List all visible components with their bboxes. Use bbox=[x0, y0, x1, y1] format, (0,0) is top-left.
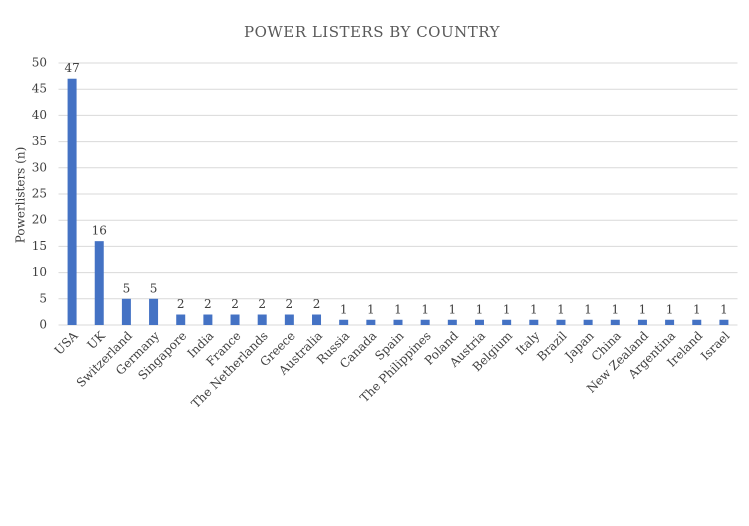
bar bbox=[366, 319, 376, 325]
bar bbox=[583, 319, 593, 325]
bar bbox=[420, 319, 430, 325]
bar bbox=[94, 241, 104, 325]
data-label: 47 bbox=[64, 61, 79, 75]
bar bbox=[312, 314, 322, 325]
bar bbox=[529, 319, 539, 325]
data-label: 1 bbox=[557, 302, 565, 316]
bar bbox=[610, 319, 620, 325]
data-label: 1 bbox=[503, 302, 511, 316]
data-label: 1 bbox=[720, 302, 728, 316]
bar bbox=[502, 319, 512, 325]
bar bbox=[257, 314, 267, 325]
data-label: 2 bbox=[258, 297, 266, 311]
bar bbox=[393, 319, 403, 325]
data-label: 1 bbox=[611, 302, 619, 316]
bar bbox=[447, 319, 457, 325]
y-axis-label: Powerlisters (n) bbox=[14, 147, 28, 243]
data-label: 1 bbox=[584, 302, 592, 316]
data-label: 2 bbox=[204, 297, 212, 311]
y-tick-label: 25 bbox=[32, 187, 47, 201]
y-tick-label: 15 bbox=[32, 239, 47, 253]
data-label: 2 bbox=[313, 297, 321, 311]
bar bbox=[176, 314, 186, 325]
data-label: 1 bbox=[530, 302, 538, 316]
data-label: 5 bbox=[150, 281, 158, 295]
bar bbox=[719, 319, 729, 325]
data-label: 1 bbox=[367, 302, 375, 316]
data-label: 1 bbox=[340, 302, 348, 316]
data-label: 1 bbox=[666, 302, 674, 316]
bar bbox=[692, 319, 702, 325]
data-label: 1 bbox=[448, 302, 456, 316]
data-label: 2 bbox=[286, 297, 294, 311]
chart-title: POWER LISTERS BY COUNTRY bbox=[244, 23, 501, 41]
bar bbox=[121, 298, 131, 325]
data-label: 16 bbox=[92, 224, 107, 238]
bar bbox=[474, 319, 484, 325]
bar bbox=[67, 78, 77, 325]
y-tick-label: 50 bbox=[32, 56, 47, 70]
bar bbox=[665, 319, 675, 325]
bar bbox=[339, 319, 349, 325]
data-label: 1 bbox=[394, 302, 402, 316]
y-tick-label: 35 bbox=[32, 134, 47, 148]
data-label: 2 bbox=[231, 297, 239, 311]
y-tick-label: 5 bbox=[39, 291, 47, 305]
y-tick-label: 30 bbox=[32, 160, 47, 174]
data-label: 2 bbox=[177, 297, 185, 311]
bar bbox=[230, 314, 240, 325]
data-label: 5 bbox=[123, 281, 131, 295]
y-tick-label: 0 bbox=[39, 318, 47, 332]
y-tick-label: 10 bbox=[32, 265, 47, 279]
data-label: 1 bbox=[421, 302, 429, 316]
bar bbox=[203, 314, 213, 325]
bar bbox=[284, 314, 294, 325]
data-label: 1 bbox=[476, 302, 484, 316]
data-label: 1 bbox=[693, 302, 701, 316]
y-tick-label: 45 bbox=[32, 82, 47, 96]
y-tick-label: 40 bbox=[32, 108, 47, 122]
bar bbox=[149, 298, 159, 325]
bar bbox=[637, 319, 647, 325]
bar bbox=[556, 319, 566, 325]
data-label: 1 bbox=[639, 302, 647, 316]
y-tick-label: 20 bbox=[32, 213, 47, 227]
